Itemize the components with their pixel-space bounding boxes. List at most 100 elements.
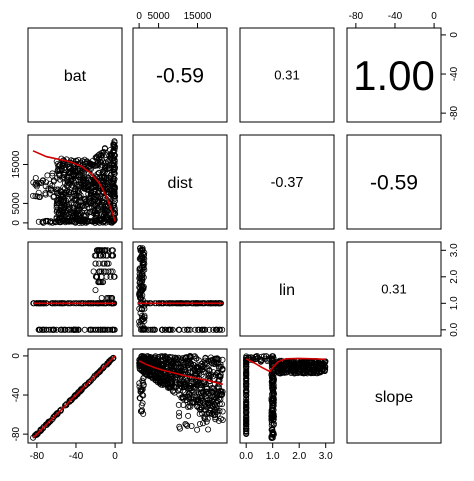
points-slope-vs-lin [243, 352, 329, 441]
data-point [209, 385, 216, 392]
data-point [157, 370, 164, 377]
data-point [202, 355, 209, 362]
data-point [210, 392, 217, 399]
data-point [182, 420, 189, 427]
panel-dist-dist [132, 134, 228, 230]
data-point [204, 385, 211, 392]
data-point [101, 173, 108, 180]
data-point [196, 420, 203, 427]
data-point [219, 416, 226, 423]
data-point [156, 380, 163, 387]
data-point [150, 359, 157, 366]
data-point [208, 410, 215, 417]
smooth-line-slope-vs-lin [245, 357, 326, 373]
tick-label-bottom-bat: -80 [30, 451, 45, 462]
data-point [139, 284, 146, 291]
data-point [76, 189, 83, 196]
data-point [168, 378, 175, 385]
data-point [94, 157, 101, 164]
data-point [198, 392, 205, 399]
data-point [269, 355, 276, 362]
data-point [81, 326, 88, 333]
data-point [297, 369, 304, 376]
data-point [58, 406, 65, 413]
data-point [111, 147, 118, 154]
tick-label-top-slope: -80 [349, 11, 364, 22]
data-point [319, 363, 326, 370]
data-point [151, 326, 158, 333]
data-point [75, 172, 82, 179]
data-point [141, 312, 148, 319]
variable-label-dist: dist [168, 175, 193, 192]
data-point [269, 371, 276, 378]
data-point [136, 279, 143, 286]
data-point [71, 393, 78, 400]
data-point [152, 375, 159, 382]
smooth-line-dist-vs-bat [32, 150, 116, 222]
data-point [107, 326, 114, 333]
tick-label-left-slope: -40 [11, 387, 22, 402]
data-point [187, 403, 194, 410]
data-point [53, 208, 60, 215]
data-point [110, 175, 117, 182]
data-point [260, 353, 267, 360]
data-point [152, 353, 159, 360]
data-point [183, 421, 190, 428]
panel-bat-dist [132, 27, 228, 123]
data-point [177, 379, 184, 386]
correlation-bat-dist: -0.59 [156, 65, 204, 88]
data-point [87, 189, 94, 196]
data-point [103, 294, 110, 301]
panel-lin-lin [239, 241, 335, 337]
data-point [32, 193, 39, 200]
data-point [162, 326, 169, 333]
tick-label-bottom-bat: 0 [112, 451, 118, 462]
data-point [172, 381, 179, 388]
data-point [187, 326, 194, 333]
data-point [86, 326, 93, 333]
data-point [49, 172, 56, 179]
data-point [107, 219, 114, 226]
data-point [258, 353, 265, 360]
data-point [55, 215, 62, 222]
data-point [147, 326, 154, 333]
data-point [84, 217, 91, 224]
data-point [186, 385, 193, 392]
data-point [243, 405, 250, 412]
data-point [243, 400, 250, 407]
data-point [107, 273, 114, 280]
data-point [96, 252, 103, 259]
data-point [264, 356, 271, 363]
data-point [177, 355, 184, 362]
data-point [200, 378, 207, 385]
data-point [104, 260, 111, 267]
data-point [54, 189, 61, 196]
data-point [52, 218, 59, 225]
data-point [77, 386, 84, 393]
data-point [67, 170, 74, 177]
data-point [190, 361, 197, 368]
data-point [303, 367, 310, 374]
data-point [170, 358, 177, 365]
tick-label-bottom-lin: 1.0 [266, 451, 280, 462]
panel-bat-bat [27, 27, 123, 123]
data-point [104, 186, 111, 193]
data-point [270, 395, 277, 402]
data-point [318, 360, 325, 367]
data-point [110, 181, 117, 188]
panel-lin-bat [27, 241, 123, 337]
correlation-dist-lin: -0.37 [271, 175, 304, 191]
data-point [200, 389, 207, 396]
data-point [184, 422, 191, 429]
data-point [204, 388, 211, 395]
data-point [111, 183, 118, 190]
data-point [216, 400, 223, 407]
data-point [176, 423, 183, 430]
data-point [60, 218, 67, 225]
correlation-dist-slope: -0.59 [370, 172, 418, 195]
data-point [32, 181, 39, 188]
data-point [94, 207, 101, 214]
data-point [199, 388, 206, 395]
data-point [206, 371, 213, 378]
data-point [185, 393, 192, 400]
